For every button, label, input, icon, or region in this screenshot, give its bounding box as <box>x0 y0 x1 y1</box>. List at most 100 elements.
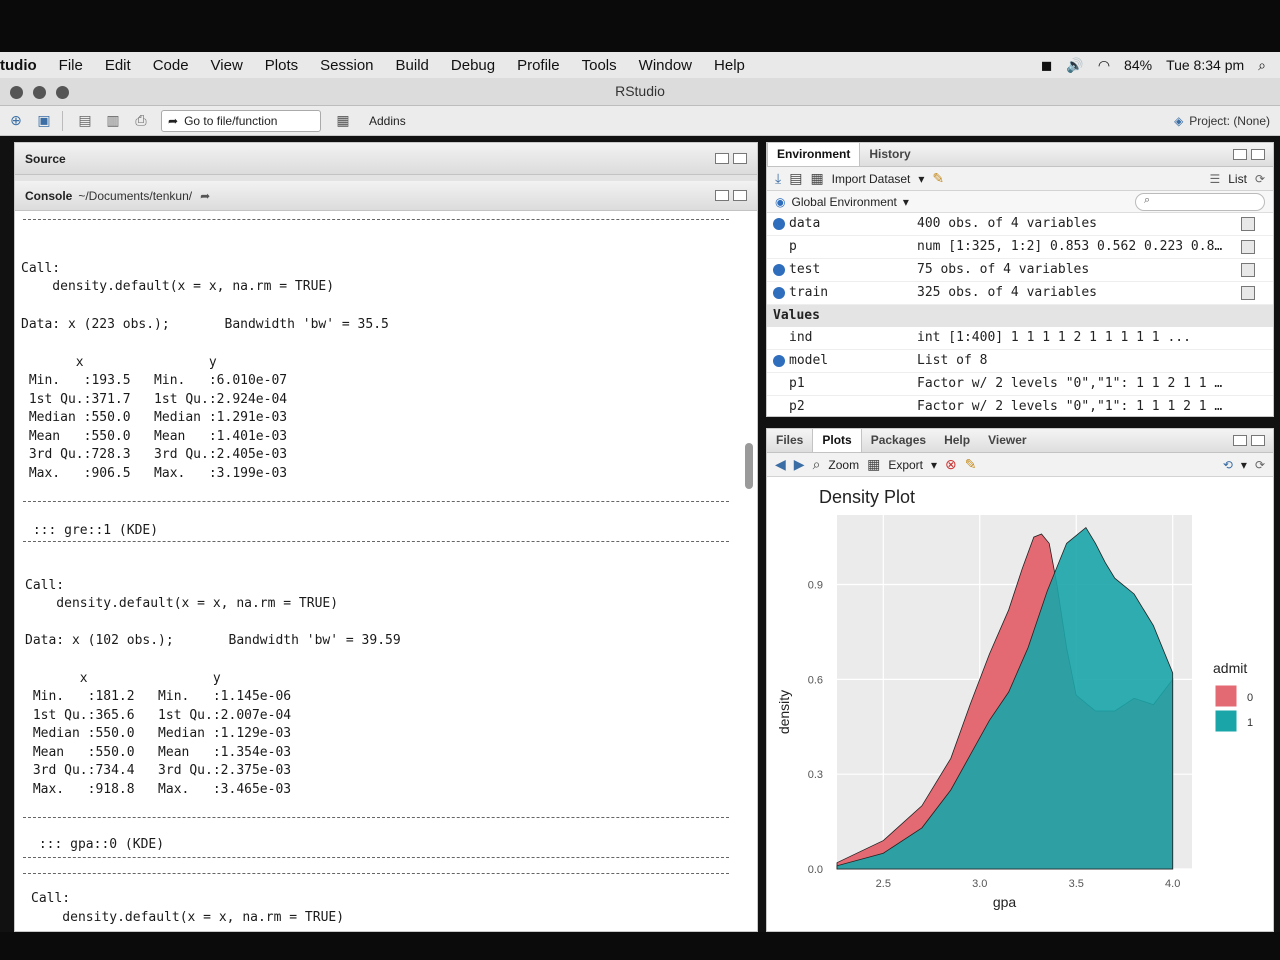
dropdown-caret-icon[interactable]: ▾ <box>1240 457 1247 472</box>
maximize-pane-icon[interactable] <box>1251 435 1265 446</box>
tab-viewer[interactable]: Viewer <box>988 433 1027 447</box>
view-data-grid-icon[interactable] <box>1241 263 1255 277</box>
expand-object-icon[interactable] <box>773 264 785 276</box>
environment-search-input[interactable]: ⌕ <box>1135 192 1265 211</box>
environment-row[interactable]: p2 Factor w/ 2 levels "0","1": 1 1 1 2 1 … <box>767 396 1273 416</box>
maximize-pane-icon[interactable] <box>733 153 747 164</box>
dropdown-caret-icon[interactable]: ▾ <box>931 457 938 472</box>
save-all-icon[interactable]: ▥ <box>106 112 120 128</box>
view-data-grid-icon[interactable] <box>1241 217 1255 231</box>
environment-row[interactable]: model List of 8 <box>767 350 1273 373</box>
list-view-button[interactable]: List <box>1228 171 1247 186</box>
go-to-file-input[interactable]: ➦ Go to file/function <box>161 109 321 132</box>
minimize-window-button[interactable] <box>33 86 46 99</box>
environment-row[interactable]: p1 Factor w/ 2 levels "0","1": 1 1 2 1 1 … <box>767 373 1273 396</box>
menu-window[interactable]: Window <box>638 56 693 74</box>
legend-label: 0 <box>1247 692 1253 704</box>
spotlight-search-icon[interactable]: ⌕ <box>1258 56 1266 73</box>
minimize-pane-icon[interactable] <box>1233 149 1247 160</box>
zoom-button[interactable]: Zoom <box>828 457 860 472</box>
minimize-pane-icon[interactable] <box>715 190 729 201</box>
restore-pane-icon[interactable] <box>733 190 747 201</box>
source-pane-header[interactable]: Source <box>15 143 757 175</box>
import-dataset-button[interactable]: Import Dataset <box>831 171 911 186</box>
previous-plot-icon[interactable]: ◀ <box>775 456 786 472</box>
expand-object-icon[interactable] <box>773 218 785 230</box>
app-menu[interactable]: tudio <box>0 56 37 74</box>
legend-title: admit <box>1213 660 1247 676</box>
grid-layout-icon[interactable]: ▦ <box>336 112 350 128</box>
variable-value: int [1:400] 1 1 1 1 2 1 1 1 1 1 ... <box>917 330 1191 345</box>
expand-object-icon[interactable] <box>773 287 785 299</box>
tab-plots[interactable]: Plots <box>812 429 862 452</box>
environment-row[interactable]: test 75 obs. of 4 variables <box>767 259 1273 282</box>
volume-icon[interactable]: 🔊 <box>1066 56 1084 73</box>
console-output[interactable]: Call: density.default(x = x, na.rm = TRU… <box>15 211 757 931</box>
menu-session[interactable]: Session <box>320 56 374 74</box>
new-file-icon[interactable]: ⊕ <box>10 112 22 128</box>
menu-view[interactable]: View <box>210 56 243 74</box>
dropbox-icon[interactable]: ◼ <box>1040 56 1053 73</box>
clock[interactable]: Tue 8:34 pm <box>1166 57 1245 73</box>
publish-icon[interactable]: ⟲ <box>1222 457 1233 472</box>
battery-status[interactable]: 84% <box>1124 57 1153 73</box>
tab-history[interactable]: History <box>869 147 911 161</box>
menu-file[interactable]: File <box>58 56 83 74</box>
export-icon[interactable]: ▦ <box>867 456 881 472</box>
dropdown-caret-icon[interactable]: ▾ <box>902 194 909 209</box>
legend-swatch-1 <box>1214 709 1238 733</box>
menu-debug[interactable]: Debug <box>450 56 496 74</box>
print-icon[interactable]: ⎙ <box>135 112 147 128</box>
menu-edit[interactable]: Edit <box>104 56 131 74</box>
load-workspace-icon[interactable]: ⤓ <box>775 170 782 186</box>
environment-row[interactable]: ind int [1:400] 1 1 1 1 2 1 1 1 1 1 ... <box>767 327 1273 350</box>
menu-tools[interactable]: Tools <box>581 56 617 74</box>
environment-row[interactable]: p num [1:325, 1:2] 0.853 0.562 0.223 0.8… <box>767 236 1273 259</box>
view-data-grid-icon[interactable] <box>1241 240 1255 254</box>
list-view-icon[interactable]: ☰ <box>1209 171 1221 186</box>
zoom-icon[interactable]: ⌕ <box>812 456 821 472</box>
tab-environment[interactable]: Environment <box>767 143 861 166</box>
menu-help[interactable]: Help <box>714 56 745 74</box>
clear-plots-broom-icon[interactable]: ✎ <box>964 456 977 472</box>
save-workspace-icon[interactable]: ▤ <box>789 170 803 186</box>
environment-row[interactable]: data 400 obs. of 4 variables <box>767 213 1273 236</box>
dropdown-caret-icon[interactable]: ▾ <box>918 171 925 186</box>
import-dataset-icon[interactable]: ▦ <box>810 170 824 186</box>
tab-files[interactable]: Files <box>776 433 804 447</box>
menu-build[interactable]: Build <box>395 56 429 74</box>
restore-pane-icon[interactable] <box>715 153 729 164</box>
maximize-pane-icon[interactable] <box>1251 149 1265 160</box>
remove-plot-icon[interactable]: ⊗ <box>945 456 957 472</box>
project-menu[interactable]: ◈ Project: (None) <box>1174 114 1270 128</box>
open-project-icon[interactable]: ▣ <box>37 112 51 128</box>
y-tick-label: 0.6 <box>808 674 823 686</box>
environment-row[interactable]: train 325 obs. of 4 variables <box>767 282 1273 305</box>
menu-code[interactable]: Code <box>152 56 189 74</box>
next-plot-icon[interactable]: ▶ <box>793 456 805 472</box>
console-separator <box>23 817 729 818</box>
tab-packages[interactable]: Packages <box>870 433 927 447</box>
menu-plots[interactable]: Plots <box>264 56 299 74</box>
global-environment-dropdown[interactable]: Global Environment <box>791 194 897 209</box>
addins-menu[interactable]: Addins <box>369 113 406 128</box>
variable-value: Factor w/ 2 levels "0","1": 1 1 2 1 1 … <box>917 376 1223 391</box>
menu-profile[interactable]: Profile <box>517 56 560 74</box>
export-button[interactable]: Export <box>888 457 924 472</box>
pane-splitter[interactable] <box>15 175 757 181</box>
refresh-icon[interactable]: ⟳ <box>1254 171 1265 186</box>
tab-help[interactable]: Help <box>944 433 971 447</box>
go-to-directory-icon[interactable]: ➦ <box>200 188 211 203</box>
save-icon[interactable]: ▤ <box>78 112 92 128</box>
minimize-pane-icon[interactable] <box>1233 435 1247 446</box>
x-axis-label: gpa <box>993 894 1017 910</box>
expand-object-icon[interactable] <box>773 355 785 367</box>
refresh-icon[interactable]: ⟳ <box>1254 457 1265 472</box>
close-window-button[interactable] <box>10 86 23 99</box>
console-scrollbar[interactable] <box>745 443 753 489</box>
wifi-icon[interactable]: ◠ <box>1097 56 1111 73</box>
zoom-window-button[interactable] <box>56 86 69 99</box>
clear-workspace-broom-icon[interactable]: ✎ <box>932 170 945 186</box>
console-pane-header[interactable]: Console ~/Documents/tenkun/ ➦ <box>15 181 757 211</box>
view-data-grid-icon[interactable] <box>1241 286 1255 300</box>
